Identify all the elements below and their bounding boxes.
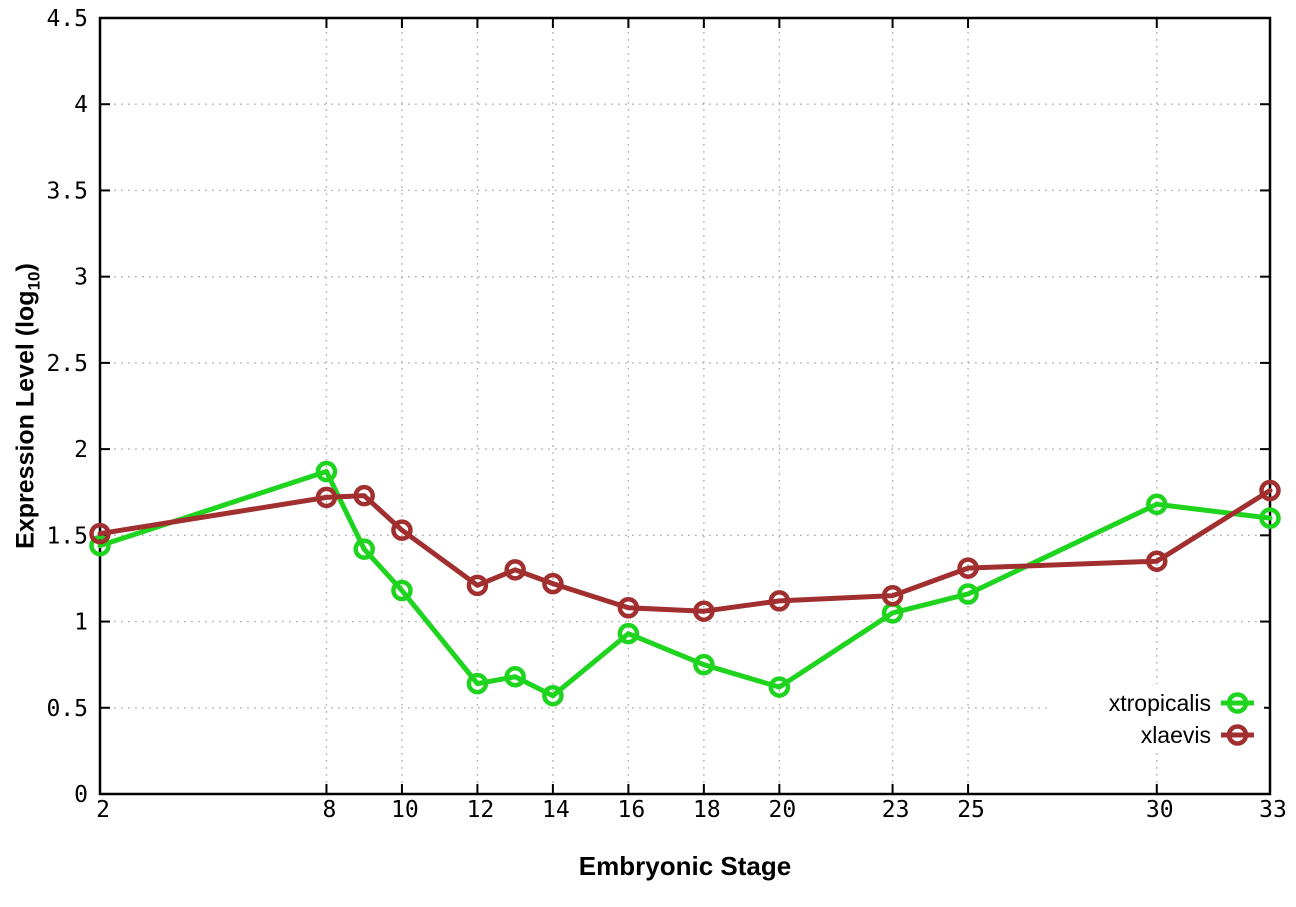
y-tick-label: 1 <box>74 610 88 636</box>
y-axis-title: Expression Level (log10) <box>11 263 44 549</box>
data-point-xtropicalis <box>353 538 375 560</box>
data-point-xlaevis <box>1146 550 1168 572</box>
x-axis-title: Embryonic Stage <box>578 851 792 881</box>
x-tick-label: 10 <box>391 797 419 823</box>
data-point-xtropicalis <box>89 534 111 557</box>
x-tick-label: 25 <box>957 797 985 823</box>
x-tick-label: 14 <box>542 797 570 823</box>
data-point-xtropicalis <box>1146 493 1168 516</box>
data-point-xlaevis <box>353 484 375 507</box>
y-tick-label: 1.5 <box>46 523 88 549</box>
data-point-xtropicalis <box>315 460 338 483</box>
y-axis-title-text: Expression Level (log <box>11 290 40 549</box>
legend-label-xlaevis: xlaevis <box>1141 722 1211 748</box>
y-tick-label: 4.5 <box>46 6 88 32</box>
y-tick-label: 3 <box>74 265 88 291</box>
x-tick-label: 2 <box>96 797 110 823</box>
data-point-xlaevis <box>391 519 413 541</box>
x-tick-label: 23 <box>882 797 910 823</box>
legend-label-xtropicalis: xtropicalis <box>1109 690 1211 716</box>
y-axis-title-close: ) <box>11 263 40 272</box>
data-point-xlaevis <box>617 597 640 619</box>
x-tick-label: 8 <box>323 797 337 823</box>
data-point-xtropicalis <box>768 676 791 698</box>
x-tick-label: 33 <box>1259 797 1287 823</box>
y-tick-label: 0.5 <box>46 696 88 722</box>
data-point-xlaevis <box>542 572 564 595</box>
data-point-xlaevis <box>89 522 111 545</box>
legend-marker-xlaevis <box>1226 724 1249 746</box>
y-tick-label: 4 <box>74 92 88 118</box>
x-tick-label: 18 <box>693 797 721 823</box>
data-point-xtropicalis <box>466 672 489 695</box>
y-tick-label: 3.5 <box>46 178 88 204</box>
y-tick-label: 2 <box>74 437 88 463</box>
data-point-xlaevis <box>466 574 489 597</box>
data-point-xlaevis <box>957 557 979 579</box>
data-point-xtropicalis <box>957 583 979 605</box>
legend-marker-xtropicalis <box>1226 692 1249 714</box>
data-point-xlaevis <box>693 600 715 622</box>
plot-border <box>98 16 1272 796</box>
data-point-xlaevis <box>504 559 526 581</box>
x-tick-label: 12 <box>467 797 495 823</box>
data-point-xtropicalis <box>504 665 526 688</box>
data-point-xlaevis <box>315 486 338 509</box>
data-point-xtropicalis <box>1259 507 1281 529</box>
data-point-xtropicalis <box>693 653 715 676</box>
x-tick-label: 16 <box>618 797 646 823</box>
data-point-xtropicalis <box>542 684 564 707</box>
y-axis-title-subscript: 10 <box>24 271 44 291</box>
data-point-xtropicalis <box>617 622 640 645</box>
data-point-xlaevis <box>881 584 904 607</box>
data-point-xtropicalis <box>391 579 413 602</box>
data-point-xlaevis <box>1259 479 1281 502</box>
series-line-xlaevis <box>97 487 1273 614</box>
data-point-xlaevis <box>768 590 791 612</box>
x-tick-label: 20 <box>769 797 797 823</box>
y-tick-label: 2.5 <box>46 351 88 377</box>
x-tick-label: 30 <box>1146 797 1174 823</box>
y-tick-label: 0 <box>74 782 88 808</box>
